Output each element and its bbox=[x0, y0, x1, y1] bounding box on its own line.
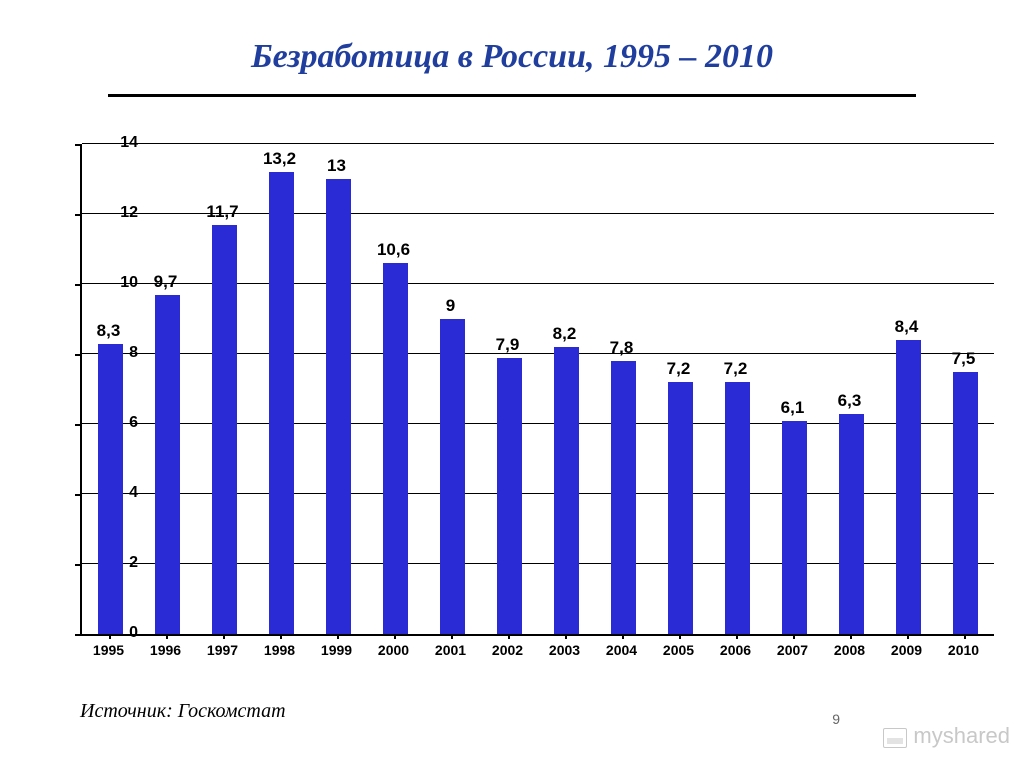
chart-bar-value-label: 6,3 bbox=[820, 391, 880, 411]
x-axis-tick-mark bbox=[907, 634, 909, 639]
y-axis-tick-mark bbox=[75, 564, 80, 566]
x-axis-tick-label: 2009 bbox=[877, 642, 937, 658]
chart-bar-value-label: 8,2 bbox=[535, 324, 595, 344]
slide: Безработица в России, 1995 – 2010 0 2 4 6 8 1… bbox=[0, 0, 1024, 767]
chart-bar-value-label: 7,2 bbox=[706, 359, 766, 379]
chart-bar bbox=[326, 179, 351, 634]
chart-bar bbox=[554, 347, 579, 634]
x-axis-tick-label: 2007 bbox=[763, 642, 823, 658]
chart-bar bbox=[668, 382, 693, 634]
y-axis-tick-label: 14 bbox=[88, 134, 138, 152]
x-axis-tick-label: 2005 bbox=[649, 642, 709, 658]
y-axis-tick-label: 10 bbox=[88, 274, 138, 292]
x-axis-tick-label: 1999 bbox=[307, 642, 367, 658]
y-axis-tick-label: 6 bbox=[88, 414, 138, 432]
x-axis-tick-mark bbox=[280, 634, 282, 639]
chart-bar bbox=[839, 414, 864, 635]
chart-bar bbox=[497, 358, 522, 635]
chart-container: 0 2 4 6 8 10 12 14 8,3 1995 9,7 1996 11,7 1997 13,2 199… bbox=[24, 122, 1000, 682]
y-axis-tick-mark bbox=[75, 494, 80, 496]
x-axis-tick-mark bbox=[451, 634, 453, 639]
chart-bar-value-label: 13,2 bbox=[250, 149, 310, 169]
x-axis-tick-mark bbox=[337, 634, 339, 639]
chart-bar-value-label: 9,7 bbox=[136, 272, 196, 292]
x-axis-tick-label: 2008 bbox=[820, 642, 880, 658]
chart-bar bbox=[725, 382, 750, 634]
x-axis-tick-mark bbox=[223, 634, 225, 639]
x-axis-tick-mark bbox=[850, 634, 852, 639]
x-axis-tick-label: 1997 bbox=[193, 642, 253, 658]
chart-bar bbox=[611, 361, 636, 634]
chart-bar-value-label: 7,8 bbox=[592, 338, 652, 358]
watermark: myshared bbox=[883, 723, 1010, 749]
chart-bar-value-label: 10,6 bbox=[364, 240, 424, 260]
y-axis-tick-mark bbox=[75, 424, 80, 426]
chart-bar-value-label: 7,5 bbox=[934, 349, 994, 369]
chart-bar bbox=[953, 372, 978, 635]
source-text: Источник: Госкомстат bbox=[80, 700, 286, 723]
y-axis-tick-label: 4 bbox=[88, 484, 138, 502]
chart-bar bbox=[782, 421, 807, 635]
y-axis-tick-mark bbox=[75, 144, 80, 146]
chart-bar-value-label: 7,9 bbox=[478, 335, 538, 355]
watermark-text: myshared bbox=[913, 723, 1010, 749]
x-axis-tick-label: 2001 bbox=[421, 642, 481, 658]
title-underline bbox=[108, 94, 916, 97]
x-axis-tick-mark bbox=[565, 634, 567, 639]
y-axis-tick-mark bbox=[75, 634, 80, 636]
x-axis-tick-label: 1998 bbox=[250, 642, 310, 658]
chart-bar-value-label: 7,2 bbox=[649, 359, 709, 379]
chart-bar-value-label: 13 bbox=[307, 156, 367, 176]
x-axis-tick-mark bbox=[622, 634, 624, 639]
chart-bar bbox=[155, 295, 180, 635]
chart-bar bbox=[383, 263, 408, 634]
y-axis-tick-mark bbox=[75, 284, 80, 286]
chart-bar-value-label: 11,7 bbox=[193, 202, 253, 222]
chart-bar-value-label: 8,3 bbox=[79, 321, 139, 341]
x-axis-tick-mark bbox=[394, 634, 396, 639]
chart-bar-value-label: 8,4 bbox=[877, 317, 937, 337]
y-axis-tick-mark bbox=[75, 354, 80, 356]
x-axis-tick-label: 2000 bbox=[364, 642, 424, 658]
chart-bar-value-label: 6,1 bbox=[763, 398, 823, 418]
x-axis-tick-mark bbox=[679, 634, 681, 639]
x-axis-tick-label: 2010 bbox=[934, 642, 994, 658]
watermark-icon bbox=[883, 728, 907, 748]
x-axis-tick-mark bbox=[964, 634, 966, 639]
chart-gridline bbox=[82, 143, 994, 144]
page-number: 9 bbox=[832, 711, 840, 727]
chart-bar bbox=[896, 340, 921, 634]
chart-bar bbox=[212, 225, 237, 635]
x-axis-tick-label: 2003 bbox=[535, 642, 595, 658]
chart-bar bbox=[269, 172, 294, 634]
x-axis-tick-label: 1995 bbox=[79, 642, 139, 658]
x-axis-tick-mark bbox=[109, 634, 111, 639]
y-axis-tick-label: 8 bbox=[88, 344, 138, 362]
x-axis-tick-label: 2002 bbox=[478, 642, 538, 658]
y-axis-tick-label: 12 bbox=[88, 204, 138, 222]
x-axis-tick-mark bbox=[508, 634, 510, 639]
x-axis-tick-mark bbox=[166, 634, 168, 639]
x-axis-tick-mark bbox=[793, 634, 795, 639]
x-axis-tick-label: 2006 bbox=[706, 642, 766, 658]
chart-bar-value-label: 9 bbox=[421, 296, 481, 316]
x-axis-tick-mark bbox=[736, 634, 738, 639]
y-axis-tick-label: 0 bbox=[88, 624, 138, 642]
x-axis-tick-label: 2004 bbox=[592, 642, 652, 658]
slide-title: Безработица в России, 1995 – 2010 bbox=[0, 38, 1024, 76]
y-axis-tick-label: 2 bbox=[88, 554, 138, 572]
chart-bar bbox=[440, 319, 465, 634]
x-axis-tick-label: 1996 bbox=[136, 642, 196, 658]
y-axis-tick-mark bbox=[75, 214, 80, 216]
